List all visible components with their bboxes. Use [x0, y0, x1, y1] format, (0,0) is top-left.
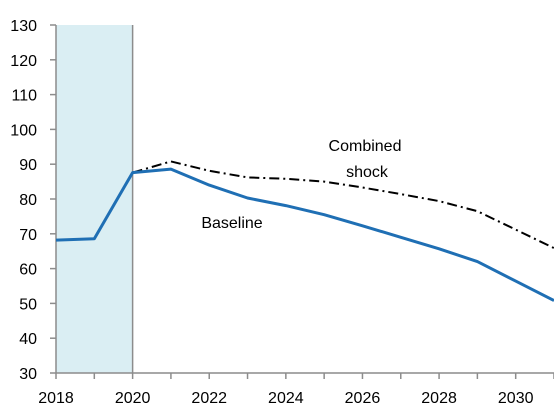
- combined-shock-label-line2: shock: [346, 164, 389, 181]
- y-axis-ticks: 30 40 50 60 70 80 90 100 110 120 130: [10, 18, 56, 383]
- x-tick-label: 2022: [191, 390, 227, 407]
- annotations: Combined shock Baseline: [201, 138, 401, 232]
- combined-shock-label-line1: Combined: [329, 138, 402, 155]
- y-tick-label: 90: [19, 157, 37, 174]
- y-tick-label: 70: [19, 227, 37, 244]
- series-line-combined-shock: [132, 160, 554, 250]
- x-tick-label: 2028: [421, 390, 457, 407]
- y-tick-label: 110: [11, 88, 37, 105]
- y-tick-label: 30: [19, 366, 37, 383]
- baseline-label: Baseline: [201, 215, 262, 232]
- historical-shaded-region: [56, 25, 133, 373]
- x-tick-label: 2018: [38, 390, 74, 407]
- historical-shaded-region-layer: [56, 25, 134, 373]
- y-tick-label: 60: [19, 262, 37, 279]
- x-tick-label: 2026: [345, 390, 381, 407]
- y-tick-label: 50: [19, 296, 37, 313]
- y-tick-label: 100: [10, 122, 37, 139]
- y-tick-label: 80: [19, 192, 37, 209]
- y-tick-label: 120: [10, 53, 37, 70]
- x-axis-ticks: 2018 2020 2022 2024 2026 2028 2030: [38, 373, 554, 407]
- series-line-baseline: [55, 167, 554, 302]
- series-lines: [55, 160, 554, 302]
- y-tick-label: 40: [19, 331, 37, 348]
- x-tick-label: 2020: [115, 390, 151, 407]
- y-tick-label: 130: [10, 18, 37, 35]
- x-tick-label: 2030: [498, 390, 534, 407]
- x-tick-label: 2024: [268, 390, 304, 407]
